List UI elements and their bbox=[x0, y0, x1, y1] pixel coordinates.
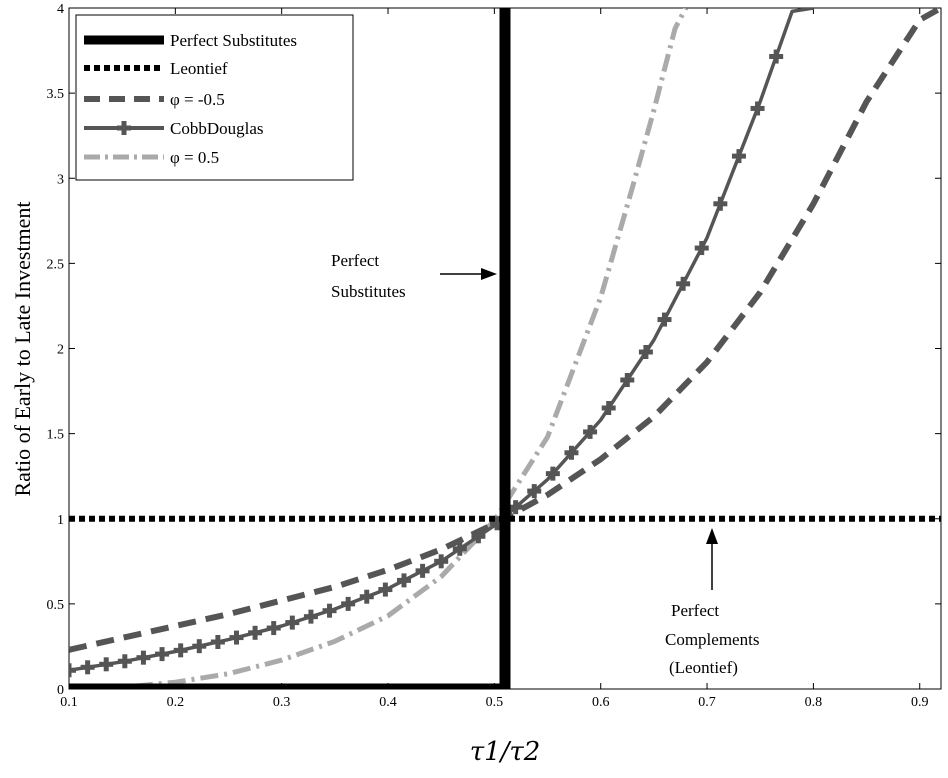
data-point-marker bbox=[210, 635, 225, 650]
data-point-marker bbox=[155, 647, 170, 662]
data-point-marker bbox=[229, 630, 244, 645]
legend-label: φ = 0.5 bbox=[170, 148, 219, 167]
series-line bbox=[69, 8, 689, 689]
data-point-marker bbox=[80, 660, 95, 675]
x-tick-label: 0.8 bbox=[805, 695, 823, 710]
annotation-text: (Leontief) bbox=[669, 658, 738, 677]
x-tick-label: 0.6 bbox=[592, 695, 610, 710]
y-tick-label: 2.5 bbox=[47, 257, 65, 272]
legend-label: CobbDouglas bbox=[170, 119, 264, 138]
annotation-perfect-complements: Perfect Complements (Leontief) bbox=[665, 528, 759, 677]
data-point-marker bbox=[341, 596, 356, 611]
annotation-perfect-substitutes: Perfect Substitutes bbox=[331, 251, 497, 301]
data-point-marker bbox=[99, 657, 114, 672]
data-point-marker bbox=[769, 49, 784, 64]
data-point-marker bbox=[285, 615, 300, 630]
data-point-marker bbox=[415, 563, 430, 578]
data-point-marker bbox=[713, 196, 728, 211]
data-point-marker bbox=[396, 573, 411, 588]
data-point-marker bbox=[266, 621, 281, 636]
series-line bbox=[69, 8, 511, 689]
y-tick-label: 3 bbox=[57, 172, 64, 187]
data-point-marker bbox=[69, 663, 76, 678]
legend-label: Perfect Substitutes bbox=[170, 31, 297, 50]
data-point-marker bbox=[527, 484, 542, 499]
legend-label: φ = -0.5 bbox=[170, 90, 225, 109]
data-point-marker bbox=[359, 589, 374, 604]
axis-ticks: 0.1 0.2 0.3 0.4 0.5 0.6 0.7 0.8 0.9 0 0.5 1 1.5 2 2.5 3… bbox=[47, 2, 941, 710]
annotation-text: Complements bbox=[665, 630, 759, 649]
arrowhead-right-icon bbox=[481, 268, 497, 280]
annotation-text: Substitutes bbox=[331, 282, 406, 301]
x-tick-label: 0.9 bbox=[911, 695, 929, 710]
y-tick-label: 2 bbox=[57, 343, 64, 358]
legend-label: Leontief bbox=[170, 59, 228, 78]
data-point-marker bbox=[136, 650, 151, 665]
y-tick-label: 0.5 bbox=[47, 598, 65, 613]
data-point-marker bbox=[434, 554, 449, 569]
data-point-marker bbox=[452, 541, 467, 556]
data-point-marker bbox=[620, 372, 635, 387]
series-line bbox=[69, 8, 941, 653]
data-point-marker bbox=[508, 500, 523, 515]
x-tick-label: 0.5 bbox=[486, 695, 504, 710]
series-layer bbox=[69, 8, 941, 689]
legend: Perfect Substitutes Leontief φ = -0.5 Co… bbox=[75, 14, 354, 181]
arrowhead-up-icon bbox=[706, 528, 718, 544]
y-axis-label: Ratio of Early to Late Investment bbox=[10, 201, 35, 496]
data-point-marker bbox=[378, 582, 393, 597]
series-4 bbox=[69, 8, 689, 689]
annotation-text: Perfect bbox=[671, 601, 719, 620]
x-tick-label: 0.1 bbox=[60, 695, 78, 710]
series-0 bbox=[69, 8, 511, 689]
x-axis-label: τ1/τ2 bbox=[470, 737, 541, 767]
data-point-marker bbox=[694, 241, 709, 256]
series-2 bbox=[69, 8, 941, 653]
legend-plus-marker-icon bbox=[117, 121, 131, 135]
data-point-marker bbox=[638, 344, 653, 359]
x-tick-label: 0.3 bbox=[273, 695, 291, 710]
data-point-marker bbox=[564, 445, 579, 460]
data-point-marker bbox=[248, 625, 263, 640]
data-point-marker bbox=[545, 466, 560, 481]
y-tick-label: 3.5 bbox=[47, 87, 65, 102]
data-point-marker bbox=[731, 149, 746, 164]
data-point-marker bbox=[471, 529, 486, 544]
y-tick-label: 1.5 bbox=[47, 428, 65, 443]
data-point-marker bbox=[601, 401, 616, 416]
x-tick-label: 0.4 bbox=[379, 695, 397, 710]
data-point-marker bbox=[750, 101, 765, 116]
x-tick-label: 0.2 bbox=[167, 695, 185, 710]
data-point-marker bbox=[583, 424, 598, 439]
x-tick-label: 0.7 bbox=[698, 695, 716, 710]
y-tick-label: 4 bbox=[57, 2, 64, 17]
data-point-marker bbox=[117, 654, 132, 669]
series-3 bbox=[69, 8, 814, 678]
data-point-marker bbox=[322, 603, 337, 618]
y-tick-label: 1 bbox=[57, 513, 64, 528]
data-point-marker bbox=[173, 643, 188, 658]
data-point-marker bbox=[303, 609, 318, 624]
y-tick-label: 0 bbox=[57, 683, 64, 698]
data-point-marker bbox=[192, 639, 207, 654]
annotation-text: Perfect bbox=[331, 251, 379, 270]
data-point-marker bbox=[657, 312, 672, 327]
data-point-marker bbox=[676, 276, 691, 291]
